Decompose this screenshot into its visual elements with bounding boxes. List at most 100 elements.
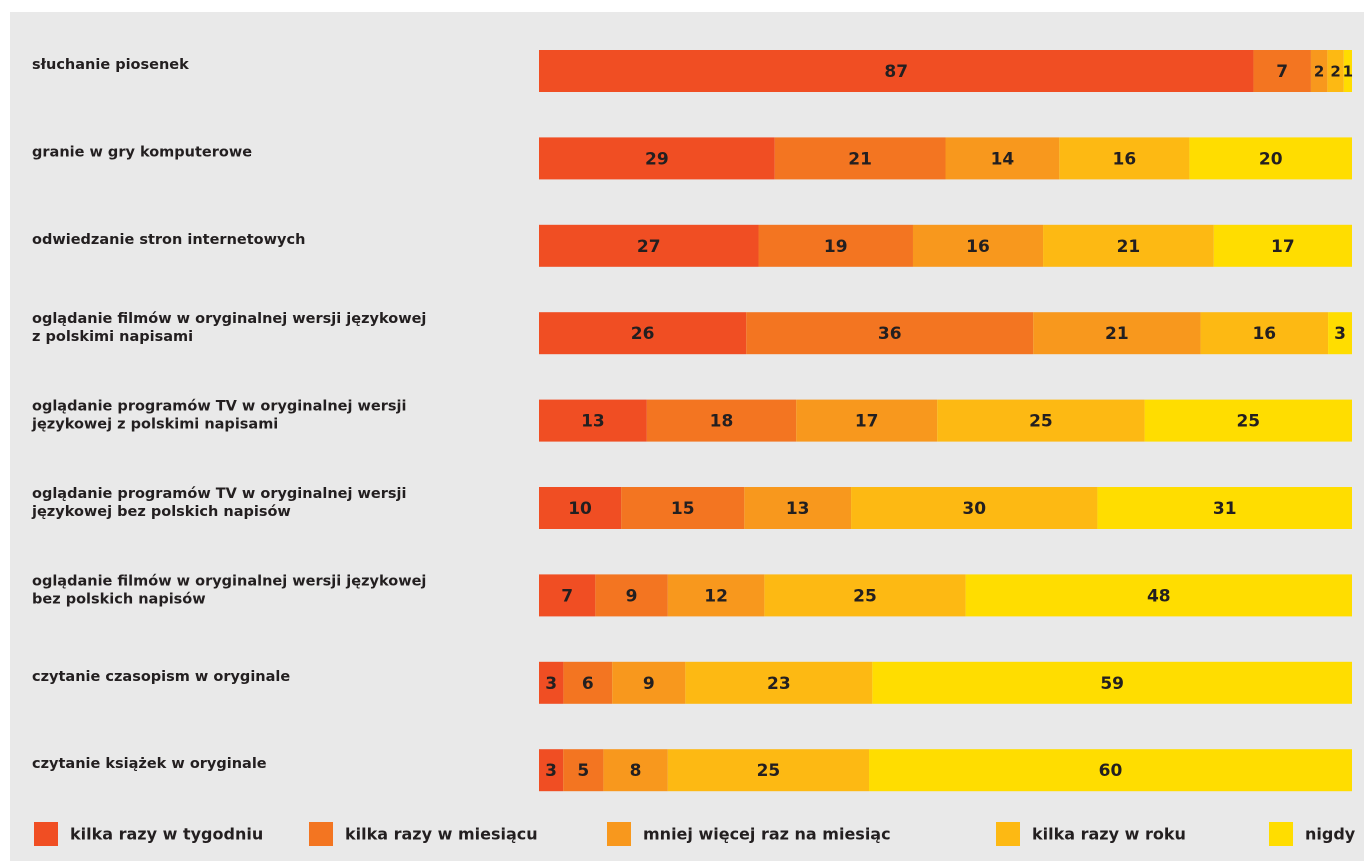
data-label: 1 [1343, 63, 1353, 81]
category-label: odwiedzanie stron internetowych [32, 232, 305, 248]
bar-segment [1033, 312, 1201, 355]
bar-segment [563, 661, 613, 704]
data-label: 5 [577, 761, 589, 781]
bar-segment [744, 487, 852, 529]
bar-segment [539, 749, 564, 792]
category-label: czytanie książek w oryginale [32, 756, 267, 772]
bar-segment [685, 661, 873, 704]
data-label: 12 [704, 586, 728, 606]
data-label: 36 [878, 324, 902, 344]
data-label: 16 [1113, 149, 1137, 169]
data-label: 16 [1252, 324, 1276, 344]
legend-label: nigdy [1305, 825, 1356, 844]
bar-segment [937, 399, 1145, 442]
bar-segment [1213, 224, 1352, 267]
data-label: 17 [855, 412, 879, 432]
bar-segment [1310, 50, 1328, 92]
data-label: 15 [671, 499, 695, 519]
bar-segment [539, 661, 564, 704]
legend-swatch [309, 822, 333, 846]
bar-segment [539, 399, 647, 442]
category-label: oglądanie filmów w oryginalnej wersji ję… [32, 573, 426, 589]
data-label: 9 [643, 674, 655, 694]
legend-swatch [34, 822, 58, 846]
bar-segment [912, 224, 1044, 267]
legend-swatch [607, 822, 631, 846]
bar-segment [595, 574, 668, 617]
legend-label: mniej więcej raz na miesiąc [643, 825, 891, 844]
bar-segment [603, 749, 668, 792]
category-label: językowej z polskimi napisami [31, 417, 278, 433]
bar-segment [1343, 50, 1352, 92]
bar-segment [764, 574, 966, 617]
category-label: oglądanie programów TV w oryginalnej wer… [32, 399, 406, 415]
category-label: językowej bez polskich napisów [31, 504, 291, 520]
category-label: bez polskich napisów [32, 591, 206, 607]
data-label: 3 [545, 761, 557, 781]
data-label: 19 [824, 237, 848, 257]
bar-segment [872, 661, 1352, 704]
data-label: 20 [1259, 149, 1283, 169]
bar-segment [667, 574, 765, 617]
data-label: 59 [1100, 674, 1124, 694]
bar-segment [1097, 487, 1352, 529]
data-label: 10 [568, 499, 592, 519]
category-label: czytanie czasopism w oryginale [32, 669, 290, 685]
data-label: 23 [767, 674, 791, 694]
bar-segment [869, 749, 1352, 792]
data-label: 21 [1105, 324, 1129, 344]
legend-swatch [1269, 822, 1293, 846]
legend-label: kilka razy w miesiącu [345, 825, 538, 844]
data-label: 13 [786, 499, 810, 519]
data-label: 25 [853, 586, 877, 606]
bar-segment [539, 137, 775, 180]
data-label: 17 [1271, 237, 1295, 257]
data-label: 2 [1330, 63, 1340, 81]
bar-segment [563, 749, 604, 792]
bar-segment [1059, 137, 1190, 180]
legend-swatch [996, 822, 1020, 846]
data-label: 21 [848, 149, 872, 169]
bar-segment [667, 749, 870, 792]
category-label: granie w gry komputerowe [32, 144, 252, 160]
bar-segment [796, 399, 938, 442]
category-label: słuchanie piosenek [32, 57, 189, 73]
data-label: 25 [757, 761, 781, 781]
legend-label: kilka razy w roku [1032, 825, 1186, 844]
category-label: oglądanie programów TV w oryginalnej wer… [32, 486, 406, 502]
bar-segment [1189, 137, 1352, 180]
bar-segment [758, 224, 913, 267]
data-label: 60 [1099, 761, 1123, 781]
bar-segment [646, 399, 797, 442]
data-label: 31 [1213, 499, 1237, 519]
bar-segment [621, 487, 745, 529]
data-label: 30 [962, 499, 986, 519]
data-label: 25 [1236, 412, 1260, 432]
data-label: 48 [1147, 586, 1171, 606]
data-label: 18 [710, 412, 734, 432]
bar-segment [851, 487, 1098, 529]
bar-segment [1253, 50, 1311, 92]
data-label: 9 [626, 586, 638, 606]
bar-segment [1144, 399, 1352, 442]
bar-segment [539, 224, 759, 267]
data-label: 2 [1314, 63, 1324, 81]
bar-segment [945, 137, 1060, 180]
data-label: 14 [991, 149, 1015, 169]
data-label: 29 [645, 149, 669, 169]
bar-segment [539, 312, 747, 355]
bar-segment [746, 312, 1034, 355]
bar-segment [1043, 224, 1214, 267]
bar-segment [539, 50, 1254, 92]
bar-segment [1200, 312, 1329, 355]
data-label: 6 [582, 674, 594, 694]
data-label: 27 [637, 237, 661, 257]
data-label: 87 [884, 62, 908, 82]
data-label: 3 [545, 674, 557, 694]
category-label: z polskimi napisami [32, 329, 193, 345]
data-label: 3 [1334, 324, 1346, 344]
bar-segment [1327, 50, 1344, 92]
data-label: 16 [966, 237, 990, 257]
